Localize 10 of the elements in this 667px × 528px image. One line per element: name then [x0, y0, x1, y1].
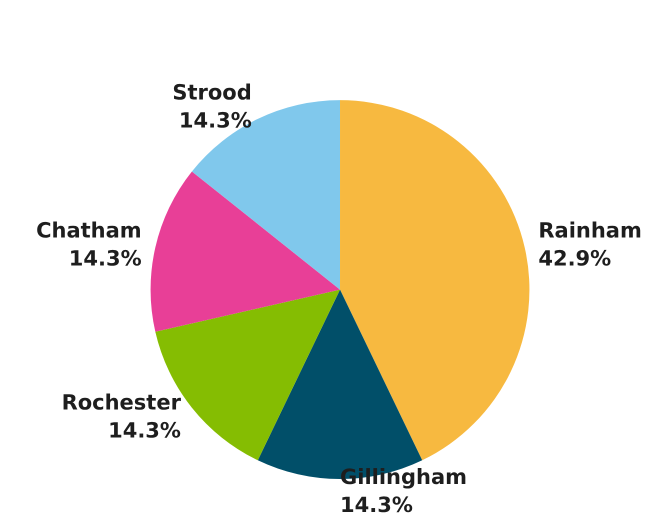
data-label: 14.3% — [340, 493, 413, 517]
slice-label: Strood — [172, 80, 252, 104]
data-label: 14.3% — [178, 108, 252, 132]
data-label: 42.9% — [538, 246, 612, 270]
data-label: 14.3% — [108, 418, 181, 442]
slice-label: Gillingham — [340, 465, 468, 489]
slice-label: Rochester — [62, 390, 182, 414]
data-label: 14.3% — [68, 246, 142, 270]
slice-label: Rainham — [538, 218, 642, 242]
slice-label: Chatham — [36, 218, 142, 242]
